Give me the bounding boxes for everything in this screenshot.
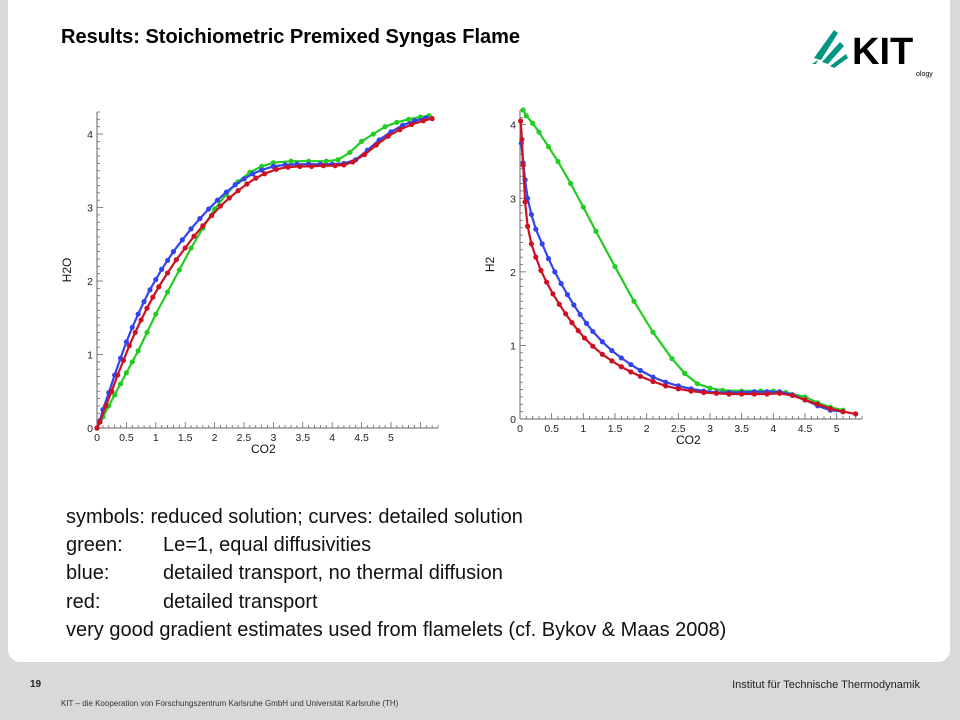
caption-blue-row: blue: detailed transport, no thermal diff…: [66, 559, 726, 587]
caption-green-row: green: Le=1, equal diffusivities: [66, 531, 726, 559]
kit-logo: KIT ology: [812, 30, 933, 78]
caption-red-row: red: detailed transport: [66, 588, 726, 616]
caption-red-key: red:: [66, 590, 101, 613]
caption-green-text: Le=1, equal diffusivities: [163, 534, 372, 557]
logo-text: KIT: [852, 31, 913, 73]
caption-green-key: green:: [66, 534, 123, 557]
slide-title: Results: Stoichiometric Premixed Syngas …: [61, 26, 521, 48]
page-number: 19: [30, 679, 42, 690]
footer-text: KIT – die Kooperation von Forschungszent…: [61, 699, 399, 708]
caption-line-5: very good gradient estimates used from f…: [66, 618, 727, 641]
caption-blue-text: detailed transport, no thermal diffusion: [163, 562, 503, 585]
legend-caption: symbols: reduced solution; curves: detai…: [66, 503, 726, 644]
institute-name: Institut für Technische Thermodynamik: [732, 679, 920, 691]
logo-subtext: ology: [916, 71, 933, 78]
caption-red-text: detailed transport: [163, 590, 318, 613]
caption-blue-key: blue:: [66, 562, 110, 585]
caption-line-1: symbols: reduced solution; curves: detai…: [66, 506, 523, 528]
